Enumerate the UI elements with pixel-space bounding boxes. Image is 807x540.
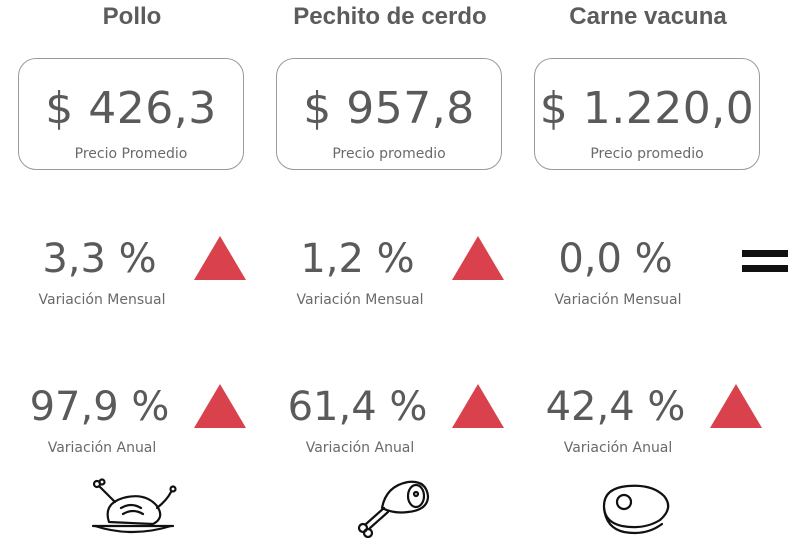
average-price: $ 1.220,0: [539, 83, 755, 134]
chicken-icon: [91, 478, 177, 534]
annual-variation-value: 61,4 %: [287, 384, 428, 430]
monthly-variation-value: 3,3 %: [42, 236, 157, 282]
price-card: $ 957,8 Precio promedio: [276, 58, 502, 170]
average-price: $ 426,3: [45, 83, 217, 134]
average-price-label: Precio Promedio: [74, 146, 188, 162]
monthly-variation-label: Variación Mensual: [296, 292, 424, 308]
monthly-variation-value: 0,0 %: [558, 236, 673, 282]
annual-variation-label: Variación Anual: [47, 440, 157, 456]
monthly-variation: 3,3 % Variación Mensual: [12, 228, 252, 308]
annual-variation-label: Variación Anual: [305, 440, 415, 456]
trend-up-icon: [194, 384, 246, 428]
product-title: Pollo: [102, 3, 162, 30]
annual-variation-label: Variación Anual: [563, 440, 673, 456]
monthly-variation-label: Variación Mensual: [554, 292, 682, 308]
trend-up-icon: [710, 384, 762, 428]
annual-variation: 42,4 % Variación Anual: [528, 376, 768, 456]
product-column-pechito-de-cerdo: Pechito de cerdo $ 957,8 Precio promedio…: [270, 0, 510, 540]
average-price: $ 957,8: [303, 83, 475, 134]
trend-up-icon: [452, 236, 504, 280]
monthly-variation: 0,0 % Variación Mensual: [528, 228, 788, 308]
steak-icon: [602, 484, 670, 535]
monthly-variation-label: Variación Mensual: [38, 292, 166, 308]
price-card: $ 426,3 Precio Promedio: [18, 58, 244, 170]
annual-variation: 97,9 % Variación Anual: [12, 376, 252, 456]
equal-icon: [742, 250, 788, 272]
annual-variation: 61,4 % Variación Anual: [270, 376, 510, 456]
annual-variation-value: 42,4 %: [545, 384, 686, 430]
product-column-carne-vacuna: Carne vacuna $ 1.220,0 Precio promedio 0…: [528, 0, 788, 540]
monthly-variation: 1,2 % Variación Mensual: [270, 228, 510, 308]
average-price-label: Precio promedio: [590, 146, 704, 162]
average-price-label: Precio promedio: [332, 146, 446, 162]
trend-up-icon: [452, 384, 504, 428]
ham-leg-icon: [357, 480, 430, 538]
product-title: Carne vacuna: [569, 3, 727, 30]
trend-up-icon: [194, 236, 246, 280]
annual-variation-value: 97,9 %: [29, 384, 170, 430]
monthly-variation-value: 1,2 %: [300, 236, 415, 282]
product-column-pollo: Pollo $ 426,3 Precio Promedio 3,3 % Vari…: [12, 0, 252, 540]
price-card: $ 1.220,0 Precio promedio: [534, 58, 760, 170]
product-title: Pechito de cerdo: [293, 3, 487, 30]
